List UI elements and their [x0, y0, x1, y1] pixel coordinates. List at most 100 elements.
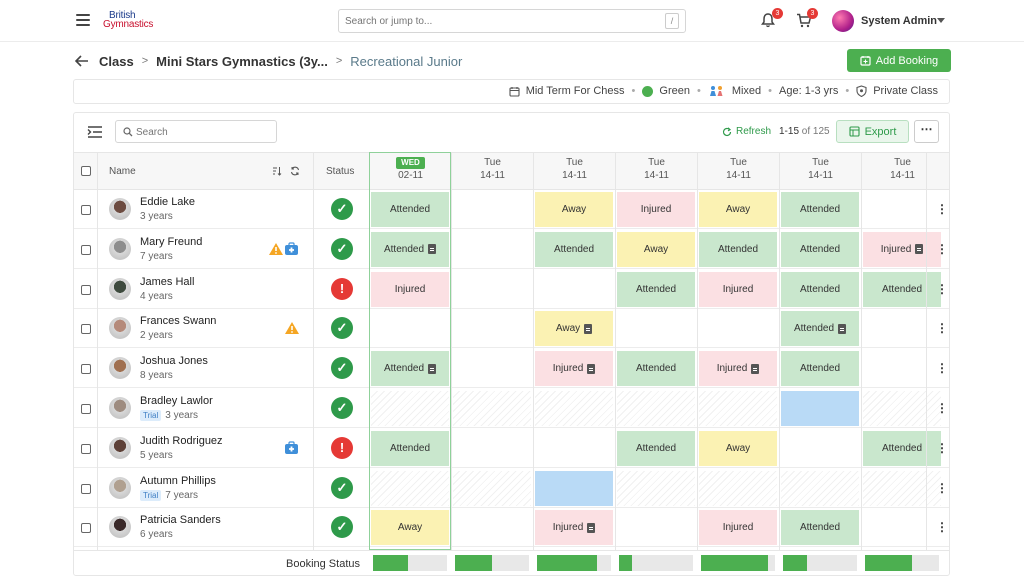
- table-row[interactable]: [74, 349, 949, 389]
- warning-icon[interactable]: [268, 242, 284, 259]
- attendance-cell[interactable]: Attended: [699, 231, 777, 267]
- note-document-icon[interactable]: [751, 363, 760, 374]
- row-checkbox[interactable]: [81, 205, 91, 215]
- attendance-cell[interactable]: [453, 351, 531, 386]
- attendance-cell[interactable]: [617, 311, 695, 346]
- status-alert-icon[interactable]: !: [331, 277, 353, 300]
- attendance-cell[interactable]: Injured: [535, 510, 613, 546]
- attendance-cell[interactable]: [617, 391, 695, 426]
- attendance-cell[interactable]: [699, 391, 777, 426]
- attendance-cell[interactable]: Away: [535, 311, 613, 347]
- table-row[interactable]: [74, 230, 949, 269]
- attendance-cell[interactable]: Attended: [863, 430, 941, 466]
- status-ok-icon[interactable]: ✓: [331, 476, 353, 499]
- row-checkbox[interactable]: [81, 324, 91, 335]
- table-row[interactable]: [74, 190, 949, 229]
- row-checkbox[interactable]: [81, 364, 91, 375]
- attendance-cell[interactable]: [863, 391, 941, 426]
- row-checkbox[interactable]: [81, 523, 91, 534]
- attendance-cell[interactable]: [863, 470, 941, 506]
- breadcrumb-class[interactable]: Class: [99, 53, 134, 69]
- warning-icon[interactable]: [284, 321, 300, 338]
- student-name[interactable]: Patricia Sanders: [140, 514, 221, 527]
- student-name[interactable]: Autumn Phillips: [140, 474, 216, 487]
- attendance-cell[interactable]: Away: [371, 510, 449, 546]
- row-actions-icon[interactable]: ⋮: [936, 480, 948, 495]
- attendance-cell[interactable]: [863, 510, 941, 545]
- attendance-cell[interactable]: [781, 470, 859, 506]
- date-header-4[interactable]: Tue 14-11: [698, 156, 779, 182]
- attendance-cell[interactable]: [699, 470, 777, 506]
- row-actions-icon[interactable]: ⋮: [936, 361, 948, 376]
- attendance-cell[interactable]: Injured: [617, 192, 695, 227]
- collapse-sidebar-icon[interactable]: [87, 126, 103, 138]
- attendance-cell[interactable]: Attended: [371, 192, 449, 227]
- attendance-cell[interactable]: [699, 311, 777, 346]
- date-header-2[interactable]: Tue 14-11: [534, 156, 615, 182]
- attendance-cell[interactable]: Attended: [535, 231, 613, 267]
- attendance-cell[interactable]: [453, 311, 531, 346]
- attendance-cell[interactable]: [863, 192, 941, 227]
- note-document-icon[interactable]: [838, 323, 847, 334]
- attendance-cell[interactable]: [535, 391, 613, 426]
- row-checkbox[interactable]: [81, 483, 91, 494]
- refresh-button[interactable]: Refresh: [722, 126, 771, 137]
- table-row[interactable]: [74, 508, 949, 548]
- date-header-0[interactable]: WED 02-11: [370, 156, 451, 182]
- row-actions-icon[interactable]: ⋮: [936, 520, 948, 535]
- chevron-down-icon[interactable]: [937, 18, 945, 23]
- attendance-cell[interactable]: Away: [617, 231, 695, 267]
- attendance-cell[interactable]: [453, 470, 531, 506]
- date-header-3[interactable]: Tue 14-11: [616, 156, 697, 182]
- global-search[interactable]: /: [338, 9, 686, 33]
- attendance-cell[interactable]: Injured: [371, 271, 449, 307]
- note-document-icon[interactable]: [584, 323, 593, 334]
- attendance-cell[interactable]: [453, 192, 531, 227]
- breadcrumb-program[interactable]: Mini Stars Gymnastics (3y...: [156, 53, 328, 69]
- status-alert-icon[interactable]: !: [331, 436, 353, 459]
- attendance-cell[interactable]: [371, 311, 449, 346]
- row-actions-icon[interactable]: ⋮: [936, 321, 948, 336]
- status-ok-icon[interactable]: ✓: [331, 397, 353, 419]
- export-button[interactable]: Export: [836, 120, 909, 143]
- status-ok-icon[interactable]: ✓: [331, 198, 353, 220]
- attendance-cell[interactable]: [453, 431, 531, 466]
- table-row[interactable]: [74, 309, 949, 349]
- cart-button[interactable]: 3: [796, 8, 818, 29]
- date-header-6[interactable]: Tue 14-11: [862, 156, 943, 182]
- global-search-input[interactable]: [339, 10, 639, 32]
- student-name[interactable]: Judith Rodriguez: [140, 434, 223, 447]
- row-actions-icon[interactable]: ⋮: [936, 202, 948, 216]
- attendance-cell[interactable]: Attended: [781, 510, 859, 546]
- attendance-cell[interactable]: Injured: [535, 351, 613, 387]
- attendance-cell[interactable]: Injured: [699, 271, 777, 307]
- attendance-cell[interactable]: Attended: [781, 311, 859, 347]
- attendance-cell[interactable]: Away: [699, 430, 777, 466]
- attendance-cell[interactable]: Away: [535, 192, 613, 227]
- row-checkbox[interactable]: [81, 404, 91, 414]
- row-actions-icon[interactable]: ⋮: [936, 401, 948, 415]
- medical-kit-icon[interactable]: [284, 441, 299, 458]
- attendance-cell[interactable]: Attended: [781, 192, 859, 227]
- attendance-cell[interactable]: [863, 311, 941, 346]
- sync-icon[interactable]: [290, 166, 300, 176]
- attendance-cell[interactable]: Away: [699, 192, 777, 227]
- table-row[interactable]: [74, 429, 949, 468]
- select-all-checkbox[interactable]: [81, 166, 91, 176]
- attendance-cell[interactable]: [371, 470, 449, 506]
- date-header-5[interactable]: Tue 14-11: [780, 156, 861, 182]
- student-name[interactable]: Joshua Jones: [140, 355, 208, 368]
- student-name[interactable]: Eddie Lake: [140, 196, 196, 208]
- attendance-cell[interactable]: Attended: [781, 351, 859, 387]
- note-document-icon[interactable]: [428, 363, 437, 374]
- attendance-cell[interactable]: Attended: [781, 231, 859, 267]
- note-document-icon[interactable]: [915, 244, 924, 255]
- note-document-icon[interactable]: [428, 244, 437, 255]
- more-options-button[interactable]: ⋯: [914, 120, 939, 143]
- student-search[interactable]: [115, 120, 277, 143]
- status-ok-icon[interactable]: ✓: [331, 357, 353, 380]
- attendance-cell[interactable]: [617, 470, 695, 506]
- user-name[interactable]: System Admin: [861, 15, 938, 27]
- attendance-cell[interactable]: Attended: [617, 271, 695, 307]
- attendance-cell[interactable]: [535, 272, 613, 307]
